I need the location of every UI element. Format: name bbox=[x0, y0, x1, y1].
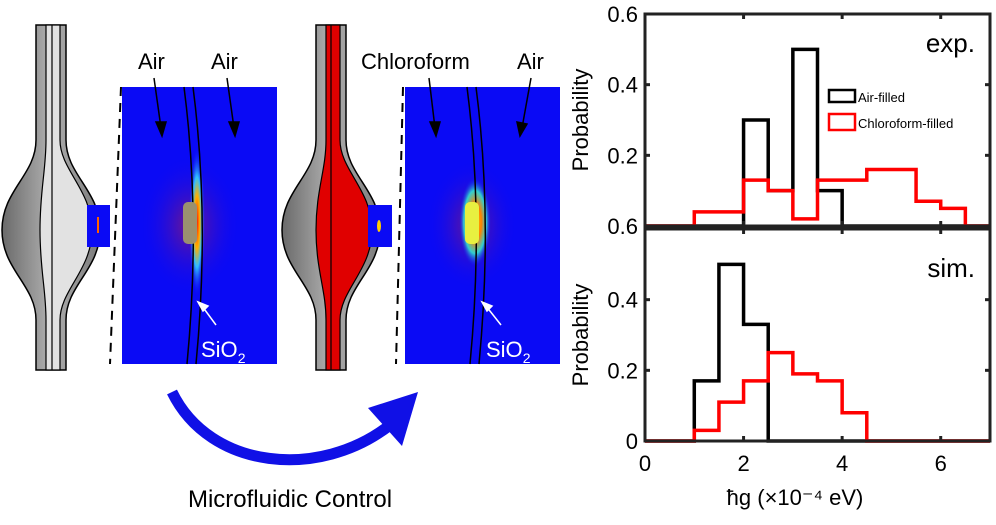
xtick-label: 0 bbox=[639, 451, 651, 476]
zoom-dashed-line bbox=[109, 86, 122, 365]
sio2-arrows bbox=[196, 300, 502, 326]
series-chloroform-filled bbox=[645, 167, 990, 228]
label-air-outer: Air bbox=[517, 49, 544, 74]
bar bbox=[842, 180, 867, 226]
caption-microfluidic-control: Microfluidic Control bbox=[188, 486, 392, 513]
histogram-sim: 0 0.2 0.4 0 2 4 6 bbox=[607, 227, 992, 476]
axes-box bbox=[643, 227, 992, 443]
bar bbox=[891, 169, 916, 226]
zoom-dashed-line bbox=[395, 86, 404, 365]
histogram-exp: 0.6 0.2 0.4 0.6 bbox=[607, 2, 992, 239]
ytick-label: 0.2 bbox=[607, 358, 638, 383]
pointer-arrows bbox=[153, 77, 532, 139]
bar bbox=[719, 402, 744, 441]
xtick-label: 2 bbox=[737, 451, 749, 476]
mode-field-air bbox=[122, 86, 277, 365]
ytick-label: 0.2 bbox=[607, 143, 638, 168]
legend-swatch-chloroform bbox=[827, 112, 857, 132]
xlabel: ħg (×10⁻⁴ eV) bbox=[727, 485, 864, 510]
ylabel-sim: Probability bbox=[568, 284, 593, 387]
curved-arrow-icon bbox=[167, 389, 418, 466]
bar bbox=[694, 430, 719, 441]
bar bbox=[768, 353, 793, 441]
bar bbox=[916, 201, 941, 226]
bar bbox=[793, 374, 818, 441]
legend: Air-filled Chloroform-filled bbox=[827, 88, 953, 132]
bar bbox=[719, 212, 744, 226]
nanoparticle bbox=[465, 202, 479, 244]
bar bbox=[793, 49, 818, 226]
bar bbox=[941, 208, 966, 226]
label-chloroform: Chloroform bbox=[361, 49, 470, 74]
xtick-label: 4 bbox=[836, 451, 848, 476]
panel-label-exp: exp. bbox=[926, 28, 975, 58]
bar bbox=[768, 191, 793, 226]
ytick-label: 0.4 bbox=[607, 73, 638, 98]
chloroform-filled-capillary bbox=[281, 24, 392, 371]
bar bbox=[694, 212, 719, 226]
legend-label-chloroform: Chloroform-filled bbox=[858, 116, 953, 131]
legend-label-air: Air-filled bbox=[858, 90, 905, 105]
bar bbox=[867, 169, 892, 226]
ylabel-exp: Probability bbox=[568, 69, 593, 172]
mode-field-chloroform bbox=[405, 86, 560, 365]
label-sio2: SiO2 bbox=[201, 337, 246, 366]
air-filled-capillary bbox=[1, 24, 110, 371]
ytick-label: 0.6 bbox=[607, 214, 638, 239]
bar bbox=[744, 180, 769, 226]
label-sio2: SiO2 bbox=[486, 337, 531, 366]
bar bbox=[744, 381, 769, 441]
panel-label-sim: sim. bbox=[927, 253, 975, 283]
label-air-inner: Air bbox=[138, 49, 165, 74]
ytick-label: 0 bbox=[626, 429, 638, 454]
nanoparticle bbox=[183, 202, 197, 244]
axes-box bbox=[643, 12, 992, 228]
bar bbox=[818, 180, 843, 226]
ytick-label: 0.4 bbox=[607, 288, 638, 313]
ytick-label: 0.6 bbox=[607, 2, 638, 27]
legend-swatch-air bbox=[827, 88, 857, 104]
xtick-label: 6 bbox=[935, 451, 947, 476]
bar bbox=[842, 413, 867, 441]
label-air-outer: Air bbox=[211, 49, 238, 74]
bar bbox=[818, 381, 843, 441]
